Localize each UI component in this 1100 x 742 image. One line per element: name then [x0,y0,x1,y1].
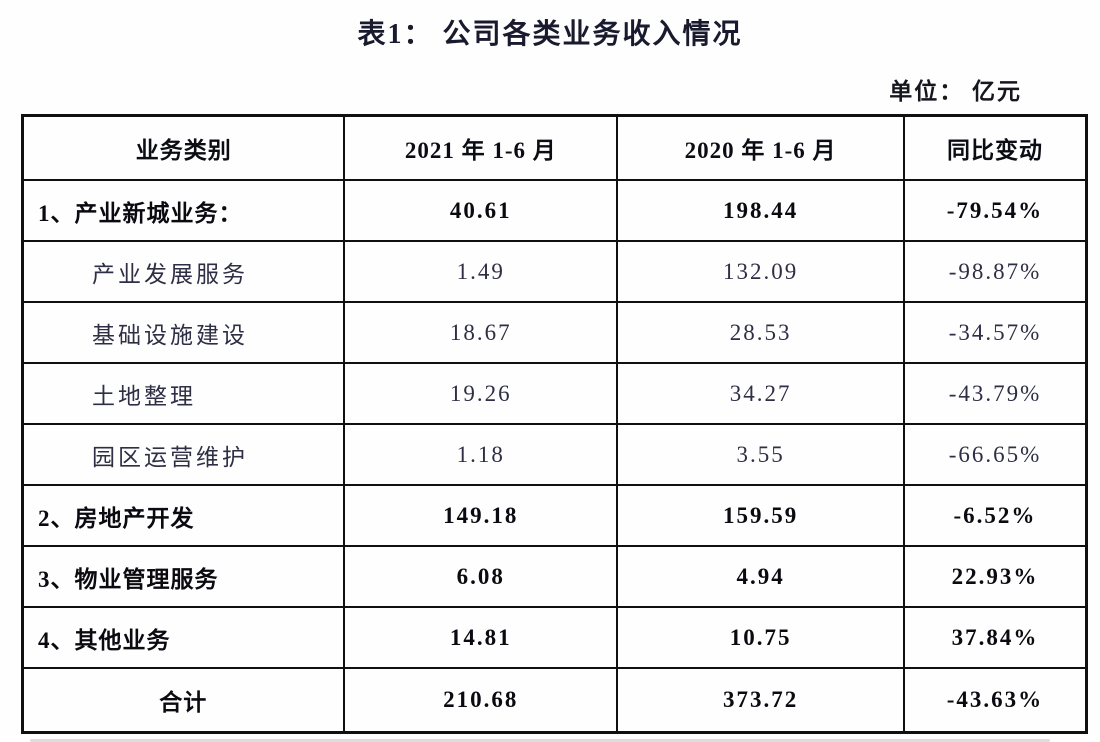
value-2020-cell: 132.09 [616,240,905,303]
category-cell: 2、房地产开发 [21,484,346,547]
category-cell: 3、物业管理服务 [21,545,346,608]
header-yoy-change: 同比变动 [902,114,1088,181]
value-2021-cell: 1.49 [343,240,619,303]
change-cell: -98.87% [902,240,1088,303]
table-row-property-management: 3、物业管理服务 6.08 4.94 22.93% [21,545,1088,608]
change-cell: -43.63% [902,667,1088,734]
page-title: 表1： 公司各类业务收入情况 [357,19,743,50]
change-cell: 22.93% [902,545,1088,608]
unit-label: 单位： 亿元 [889,79,1022,104]
header-business-category: 业务类别 [21,114,346,181]
table-row-industry-dev-service: 产业发展服务 1.49 132.09 -98.87% [21,240,1088,303]
table-header-row: 业务类别 2021 年 1-6 月 2020 年 1-6 月 同比变动 [21,114,1088,181]
change-cell: -66.65% [902,423,1088,486]
change-cell: -43.79% [902,362,1088,425]
category-cell: 土地整理 [21,362,346,425]
table-row-land-consolidation: 土地整理 19.26 34.27 -43.79% [21,362,1088,425]
value-2021-cell: 1.18 [343,423,619,486]
header-2021-period: 2021 年 1-6 月 [343,114,619,181]
value-2020-cell: 4.94 [616,545,905,608]
change-cell: -6.52% [902,484,1088,547]
value-2020-cell: 10.75 [616,606,905,669]
category-cell: 园区运营维护 [21,423,346,486]
table-row-infrastructure: 基础设施建设 18.67 28.53 -34.57% [21,301,1088,364]
table-row-industry-new-city: 1、产业新城业务： 40.61 198.44 -79.54% [21,179,1088,242]
table-row-total: 合计 210.68 373.72 -43.63% [21,667,1088,734]
header-2020-period: 2020 年 1-6 月 [616,114,905,181]
table-row-park-operation: 园区运营维护 1.18 3.55 -66.65% [21,423,1088,486]
value-2020-cell: 28.53 [616,301,905,364]
value-2021-cell: 18.67 [343,301,619,364]
category-cell: 产业发展服务 [21,240,346,303]
value-2021-cell: 14.81 [343,606,619,669]
category-cell: 1、产业新城业务： [21,179,346,242]
value-2021-cell: 149.18 [343,484,619,547]
change-cell: -34.57% [902,301,1088,364]
value-2020-cell: 198.44 [616,179,905,242]
category-cell: 4、其他业务 [21,606,346,669]
value-2021-cell: 6.08 [343,545,619,608]
category-cell: 合计 [21,667,346,734]
table-row-other-business: 4、其他业务 14.81 10.75 37.84% [21,606,1088,669]
value-2020-cell: 159.59 [616,484,905,547]
value-2020-cell: 3.55 [616,423,905,486]
change-cell: 37.84% [902,606,1088,669]
table-row-real-estate: 2、房地产开发 149.18 159.59 -6.52% [21,484,1088,547]
value-2021-cell: 210.68 [343,667,619,734]
value-2020-cell: 34.27 [616,362,905,425]
value-2020-cell: 373.72 [616,667,905,734]
value-2021-cell: 40.61 [343,179,619,242]
category-cell: 基础设施建设 [21,301,346,364]
revenue-table: 业务类别 2021 年 1-6 月 2020 年 1-6 月 同比变动 1、产业… [21,114,1088,734]
change-cell: -79.54% [902,179,1088,242]
value-2021-cell: 19.26 [343,362,619,425]
